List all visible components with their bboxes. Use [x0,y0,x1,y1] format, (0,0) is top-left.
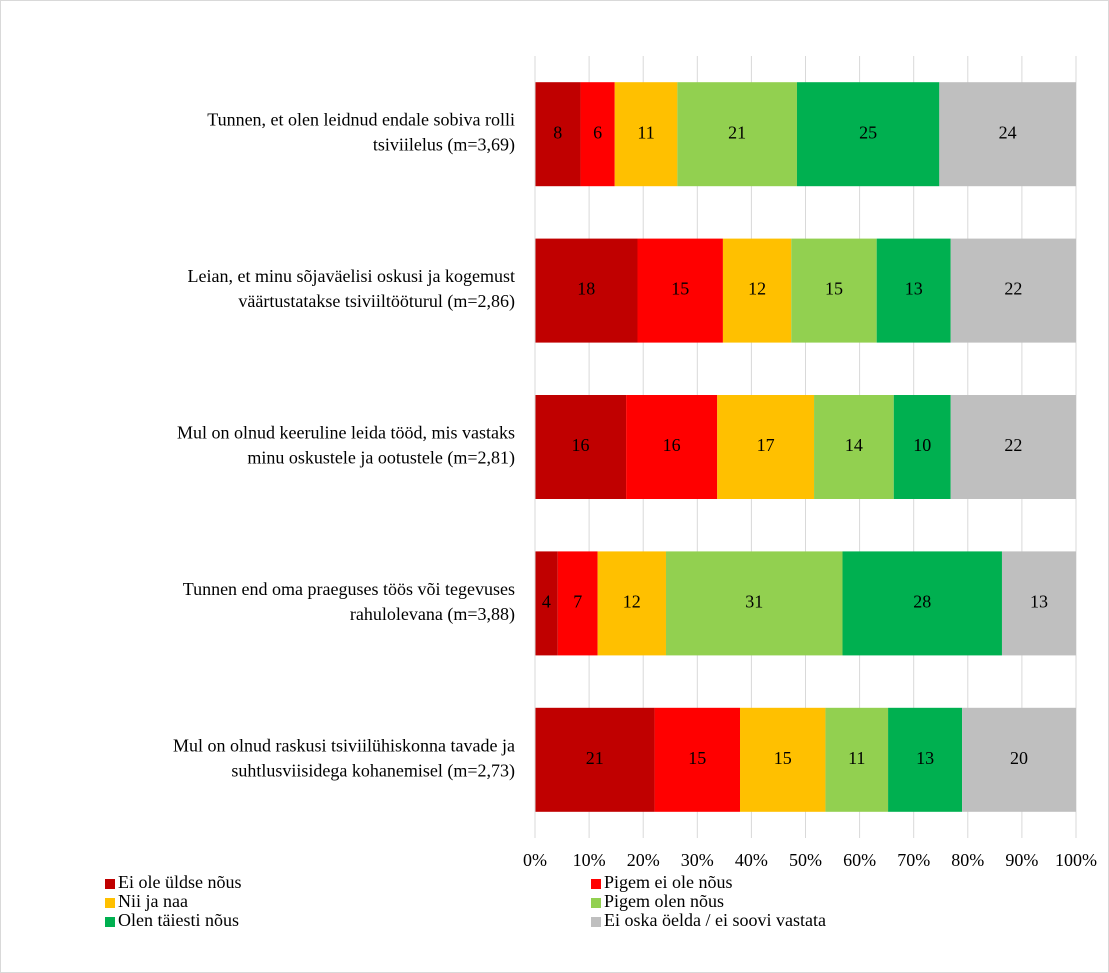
legend-label: Olen täiesti nõus [118,910,239,930]
data-label: 22 [1004,435,1022,455]
bar-segment [614,82,678,187]
bar-segment [888,707,963,812]
data-label: 21 [728,122,746,142]
data-label: 11 [637,122,654,142]
bar-segment [626,395,718,499]
data-label: 7 [573,592,582,612]
legend-swatch [591,898,601,908]
bar-segment [637,238,723,343]
category-line: minu oskustele ja ootustele (m=2,81) [247,448,515,469]
x-tick-label: 20% [627,850,660,870]
category-label: Leian, et minu sõjaväelisi oskusi ja kog… [188,266,515,312]
x-tick-label: 60% [843,850,876,870]
bar-segment [580,82,615,187]
data-label: 22 [1004,279,1022,299]
category-label: Mul on olnud keeruline leida tööd, mis v… [177,423,515,469]
category-label: Mul on olnud raskusi tsiviilühiskonna ta… [173,735,515,781]
bar-segment [950,395,1076,499]
bar-segment [535,551,558,656]
category-line: Leian, et minu sõjaväelisi oskusi ja kog… [188,266,515,286]
x-tick-label: 30% [681,850,714,870]
bar-segment [677,82,797,187]
legend-label: Pigem olen nõus [604,891,724,911]
data-label: 13 [905,279,923,299]
bar-segment [740,707,826,812]
bar-segment [962,707,1076,812]
bar-segment [842,551,1002,656]
category-line: Tunnen end oma praeguses töös või tegevu… [183,579,515,599]
category-line: väärtustatakse tsiviiltööturul (m=2,86) [238,291,515,312]
category-line: suhtlusviisidega kohanemisel (m=2,73) [231,760,515,781]
bar-segment [722,238,792,343]
category-label: Tunnen end oma praeguses töös või tegevu… [183,579,515,625]
data-label: 31 [745,592,763,612]
x-tick-label: 40% [735,850,768,870]
data-label: 13 [916,748,934,768]
category-line: tsiviilelus (m=3,69) [373,135,515,156]
data-label: 11 [848,748,865,768]
category-line: rahulolevana (m=3,88) [350,604,515,625]
data-label: 28 [913,592,931,612]
x-tick-label: 90% [1005,850,1038,870]
bar-segment [814,395,894,499]
data-label: 16 [572,435,590,455]
data-label: 12 [623,592,641,612]
data-label: 20 [1010,748,1028,768]
data-label: 21 [586,748,604,768]
bar-segment [597,551,666,656]
bar-segment [796,82,940,187]
data-label: 6 [593,122,602,142]
bar-segment [665,551,843,656]
category-line: Mul on olnud keeruline leida tööd, mis v… [177,423,515,443]
data-label: 15 [671,279,689,299]
bar-segment [535,238,638,343]
data-label: 24 [999,122,1017,142]
x-tick-label: 0% [523,850,547,870]
legend-swatch [105,917,115,927]
bar-segment [791,238,877,343]
data-label: 15 [825,279,843,299]
data-label: 15 [688,748,706,768]
legend-swatch [105,898,115,908]
data-label: 14 [845,435,863,455]
bar-segment [876,238,951,343]
legend-label: Pigem ei ole nõus [604,872,733,892]
bar-segment [950,238,1076,343]
data-label: 18 [577,279,595,299]
bar-segment [939,82,1076,187]
legend-label: Ei oska öelda / ei soovi vastata [604,910,826,930]
bar-segment [654,707,741,812]
x-tick-label: 80% [951,850,984,870]
data-label: 16 [663,435,681,455]
x-tick-label: 10% [573,850,606,870]
category-label: Tunnen, et olen leidnud endale sobiva ro… [207,110,515,156]
data-label: 15 [774,748,792,768]
x-tick-label: 50% [789,850,822,870]
data-label: 10 [913,435,931,455]
legend-swatch [591,917,601,927]
data-label: 8 [553,122,562,142]
data-label: 25 [859,122,877,142]
data-label: 12 [748,279,766,299]
bar-segment [535,82,581,187]
data-label: 13 [1030,592,1048,612]
legend-swatch [591,879,601,889]
bar-segment [717,395,815,499]
bar-segment [535,707,655,812]
data-label: 17 [757,435,775,455]
category-line: Tunnen, et olen leidnud endale sobiva ro… [207,110,515,130]
bar-segment [893,395,951,499]
x-tick-label: 100% [1055,850,1097,870]
bar-segment [825,707,889,812]
data-label: 4 [542,592,551,612]
bar-segment [557,551,598,656]
legend-label: Ei ole üldse nõus [118,872,242,892]
x-tick-label: 70% [897,850,930,870]
legend-label: Nii ja naa [118,891,188,911]
bar-segment [535,395,627,499]
bar-segment [1001,551,1076,656]
category-line: Mul on olnud raskusi tsiviilühiskonna ta… [173,735,515,755]
legend-swatch [105,879,115,889]
